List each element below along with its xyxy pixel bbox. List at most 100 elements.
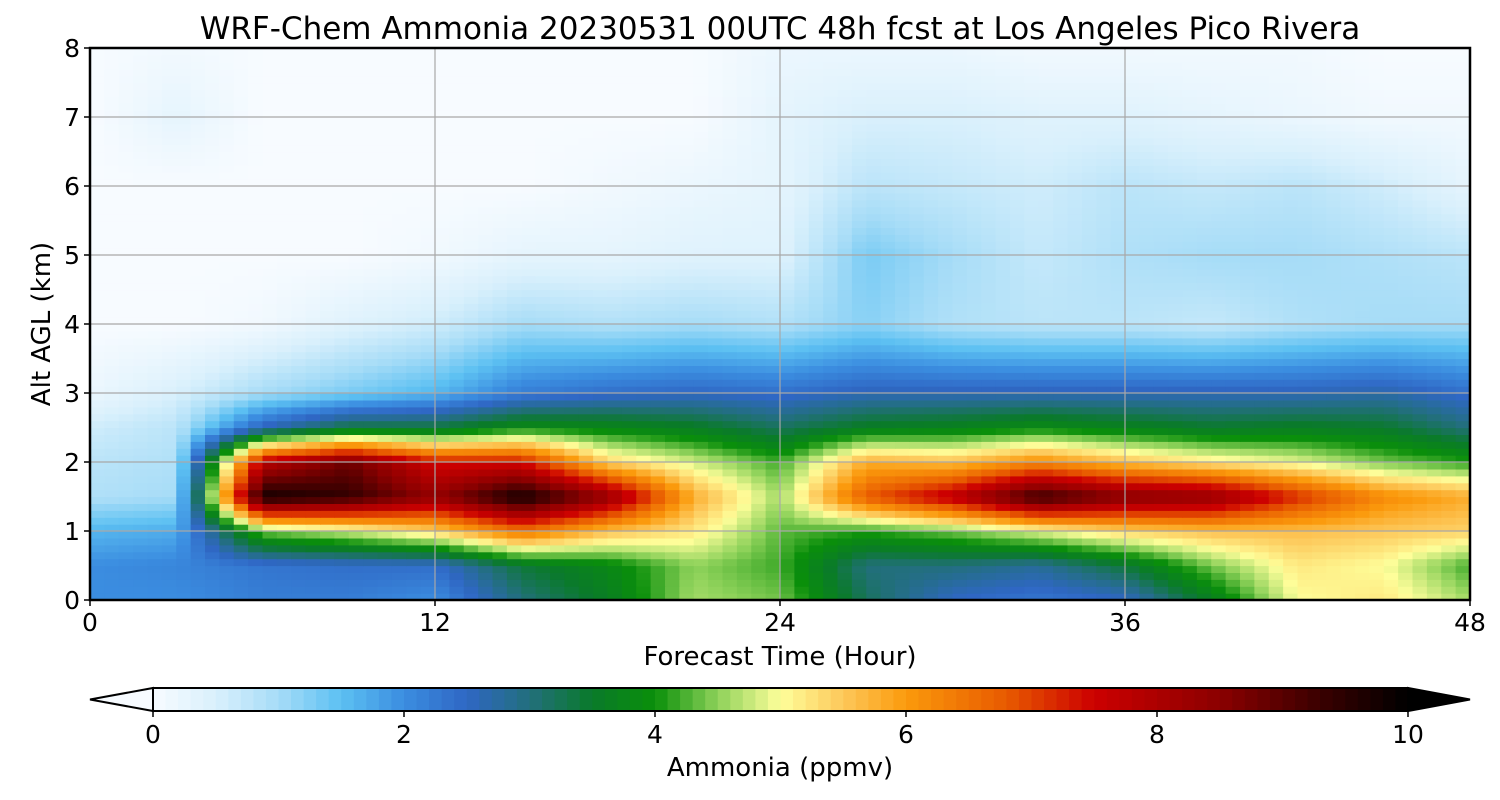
heatmap-cell [377,393,393,401]
heatmap-cell [1297,399,1313,408]
heatmap-cell [348,503,364,511]
heatmap-cell [305,248,321,256]
heatmap-cell [1225,358,1241,366]
heatmap-cell [305,386,321,394]
heatmap-cell [1010,489,1025,498]
heatmap-cell [966,468,982,477]
heatmap-cell [1010,455,1025,463]
heatmap-cell [650,386,666,394]
heatmap-cell [1168,420,1184,429]
heatmap-cell [895,537,910,546]
heatmap-cell [1340,296,1356,304]
heatmap-cell [693,386,709,394]
heatmap-cell [1355,427,1370,435]
heatmap-cell [161,496,177,504]
heatmap-cell [1240,434,1255,442]
heatmap-cell [808,572,824,580]
heatmap-cell [420,468,436,477]
heatmap-cell [535,434,551,442]
heatmap-cell [593,558,609,567]
heatmap-cell [1412,372,1428,380]
heatmap-cell [736,413,752,422]
heatmap-cell [1426,544,1442,553]
heatmap-cell [291,427,307,435]
heatmap-cell [320,524,335,532]
heatmap-cell [765,455,781,463]
heatmap-cell [1225,248,1241,256]
heatmap-cell [1038,372,1054,380]
heatmap-cell [377,351,393,360]
heatmap-cell [564,296,580,304]
heatmap-cell [420,399,436,408]
heatmap-cell [736,386,752,394]
heatmap-cell [1053,558,1069,567]
heatmap-cell [650,496,666,504]
heatmap-cell [1441,413,1457,422]
heatmap-cell [320,344,335,353]
heatmap-cell [981,268,997,277]
heatmap-cell [1182,379,1198,387]
heatmap-cell [118,330,134,339]
heatmap-cell [564,399,580,408]
heatmap-cell [348,296,364,304]
heatmap-cell [895,337,910,346]
heatmap-cell [118,565,134,573]
heatmap-cell [1455,448,1471,456]
heatmap-cell [1038,475,1054,484]
heatmap-cell [363,565,379,573]
heatmap-cell [391,358,407,366]
heatmap-cell [276,503,292,511]
heatmap-cell [1369,248,1385,256]
heatmap-cell [535,344,551,353]
heatmap-cell [880,275,896,284]
heatmap-cell [1297,524,1313,532]
heatmap-cell [650,420,666,429]
heatmap-cell [665,455,680,463]
heatmap-cell [923,317,939,325]
heatmap-cell [1340,544,1356,553]
heatmap-cell [708,489,724,498]
heatmap-cell [722,296,738,304]
heatmap-cell [492,393,508,401]
heatmap-cell [1426,365,1442,373]
heatmap-cell [521,593,537,601]
heatmap-cell [1153,565,1169,573]
heatmap-cell [248,427,264,435]
heatmap-cell [952,462,968,470]
heatmap-cell [966,565,982,573]
heatmap-cell [219,531,235,539]
heatmap-cell [1067,579,1083,587]
heatmap-cell [161,413,177,422]
heatmap-cell [1125,289,1140,297]
heatmap-cell [765,565,781,573]
heatmap-cell [449,537,465,546]
heatmap-cell [564,448,580,456]
heatmap-cell [923,551,939,560]
heatmap-cell [621,510,637,518]
heatmap-cell [1455,551,1471,560]
heatmap-cell [564,586,580,594]
heatmap-cell [535,413,551,422]
heatmap-cell [1125,337,1140,346]
heatmap-cell [1441,317,1457,325]
heatmap-cell [276,579,292,587]
heatmap-cell [1254,420,1270,429]
heatmap-cell [348,303,364,311]
heatmap-cell [1038,586,1054,594]
heatmap-cell [607,565,623,573]
heatmap-cell [722,448,738,456]
heatmap-cell [550,551,565,560]
heatmap-cell [1311,462,1327,470]
heatmap-cell [463,268,479,277]
heatmap-cell [535,531,551,539]
heatmap-cell [1053,593,1069,601]
heatmap-cell [276,572,292,580]
heatmap-cell [391,524,407,532]
heatmap-cell [104,427,120,435]
heatmap-cell [334,399,350,408]
heatmap-cell [90,427,105,435]
heatmap-cell [679,406,695,415]
heatmap-cell [233,241,249,249]
heatmap-cell [665,296,680,304]
heatmap-cell [535,565,551,573]
